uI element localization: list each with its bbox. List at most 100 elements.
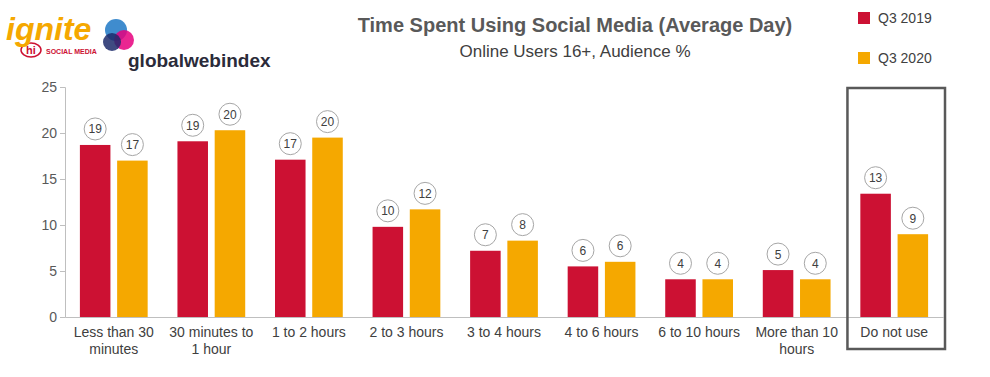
label-circle [121,134,143,156]
bar [373,227,404,317]
y-tick: 20 [41,125,65,141]
x-tick-line: hours [779,341,814,357]
annotation: globalwebindex [128,50,271,71]
data-label: 9 [909,212,916,226]
y-axis: 0510152025 [41,79,65,325]
label-circle [767,243,789,265]
highlight-box [847,88,945,349]
bar [117,161,148,317]
logos: ignitehi SOCIAL MEDIA globalwebindex [6,11,271,71]
label-circle [707,252,729,274]
label-circle [512,214,534,236]
label-circle [609,235,631,257]
data-label: 4 [714,257,721,271]
data-label: 19 [88,122,102,136]
data-label: 6 [580,244,587,258]
data-label: 12 [418,187,432,201]
data-label: 7 [482,228,489,242]
label-circle [219,103,241,125]
y-tick-mark [60,179,65,180]
data-label: 8 [519,218,526,232]
y-tick: 15 [41,171,65,187]
y-tick-label: 0 [49,309,57,325]
bar [80,145,111,317]
data-label: 19 [186,119,200,133]
data-label: 20 [321,115,335,129]
x-tick-line: Less than 30 [74,324,154,340]
x-tick-line: minutes [89,341,138,357]
x-tick-line: 2 to 3 hours [369,324,443,340]
label-circle [474,224,496,246]
x-tick: 6 to 10 hours [658,324,740,340]
x-axis-line [66,317,944,318]
x-tick-label: More than 10hours [755,324,838,357]
y-tick: 0 [49,309,65,325]
x-tick-line: 1 to 2 hours [272,324,346,340]
annotation: ignite [6,11,91,47]
x-tick-line: More than 10 [755,324,838,340]
x-tick-label: 30 minutes to1 hour [169,324,253,357]
bar [507,241,538,317]
x-tick-label: 6 to 10 hours [658,324,740,340]
bar [215,130,246,317]
x-tick-label: 3 to 4 hours [467,324,541,340]
y-tick-label: 10 [41,217,57,233]
y-tick-label: 15 [41,171,57,187]
label-circle [414,182,436,204]
bar [568,266,599,317]
data-label: 5 [775,248,782,262]
x-tick: Less than 30minutes [74,324,154,357]
annotation: SOCIAL MEDIA [46,48,97,55]
data-label: 4 [812,257,819,271]
title: Time Spent Using Social Media (Average D… [358,14,793,36]
data-labels: 19 19 17 10 7 6 4 5 13 17 20 20 12 8 6 4 4 9 [84,103,924,274]
label-circle [279,133,301,155]
y-tick-mark [60,225,65,226]
label-circle [377,200,399,222]
x-axis: Less than 30minutes 30 minutes to1 hour 1 … [66,318,944,358]
bar [177,141,208,317]
legend: Q3 2019Q3 2020 [858,10,932,66]
x-tick-line: 4 to 6 hours [565,324,639,340]
label-circle [572,239,594,261]
x-tick: 4 to 6 hours [565,324,639,340]
x-tick-label: 1 to 2 hours [272,324,346,340]
annotation: hi [26,44,36,56]
data-label: 13 [869,171,883,185]
bar [665,279,696,317]
data-label: 4 [677,257,684,271]
logo-circle [103,33,121,51]
bar [470,251,501,317]
bar [860,194,891,317]
x-tick: 30 minutes to1 hour [169,324,253,357]
bar [605,262,636,317]
data-label: 20 [223,108,237,122]
y-axis-line [60,88,66,318]
label-circle [182,114,204,136]
legend-swatch [858,12,870,24]
x-tick: 3 to 4 hours [467,324,541,340]
label-circle [902,207,924,229]
bar [898,234,929,317]
bar-series [117,130,928,317]
bars [80,130,928,317]
x-tick-line: 3 to 4 hours [467,324,541,340]
data-label: 17 [284,137,298,151]
bar-series [80,141,891,317]
y-tick-mark [60,133,65,134]
chart: ignitehi SOCIAL MEDIA globalwebindex Time S… [0,0,990,377]
y-tick-mark [60,271,65,272]
legend-entry: Q3 2020 [858,50,932,66]
y-tick-label: 25 [41,79,57,95]
y-tick-mark [60,87,65,88]
label-circle [84,118,106,140]
label-circle [669,252,691,274]
legend-swatch [858,52,870,64]
x-tick-label: Do not use [860,324,928,340]
x-tick-label: 2 to 3 hours [369,324,443,340]
data-label: 6 [617,239,624,253]
y-tick-label: 20 [41,125,57,141]
data-label: 17 [126,138,140,152]
data-label: 10 [381,204,395,218]
label-circle [317,111,339,133]
